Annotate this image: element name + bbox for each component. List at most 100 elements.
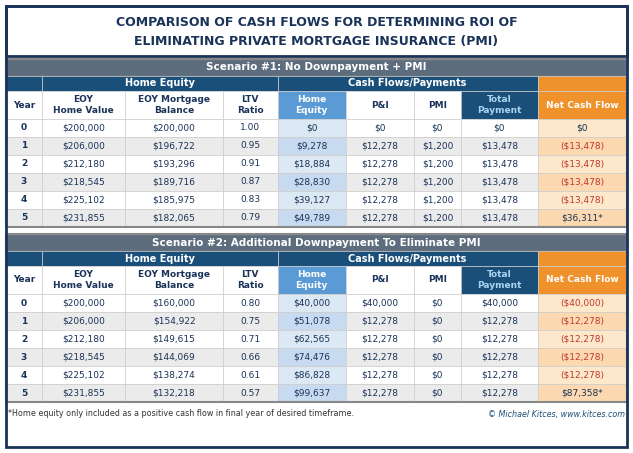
Bar: [278, 348, 346, 366]
Bar: [125, 91, 223, 119]
Bar: [6, 234, 627, 402]
Text: P&I: P&I: [371, 101, 389, 110]
Bar: [42, 348, 125, 366]
Text: COMPARISON OF CASH FLOWS FOR DETERMINING ROI OF: COMPARISON OF CASH FLOWS FOR DETERMINING…: [116, 15, 517, 29]
Bar: [278, 251, 537, 266]
Text: $189,716: $189,716: [153, 178, 196, 187]
Bar: [6, 366, 42, 384]
Bar: [278, 191, 346, 209]
Text: 0.83: 0.83: [241, 196, 260, 204]
Bar: [6, 191, 42, 209]
Bar: [413, 366, 461, 384]
Bar: [461, 173, 537, 191]
Bar: [461, 348, 537, 366]
Bar: [223, 191, 278, 209]
Text: $12,278: $12,278: [361, 178, 398, 187]
Bar: [6, 209, 42, 227]
Bar: [6, 76, 42, 91]
Text: LTV
Ratio: LTV Ratio: [237, 95, 264, 115]
Text: $12,278: $12,278: [361, 196, 398, 204]
Text: 0.95: 0.95: [241, 141, 260, 150]
Text: $218,545: $218,545: [62, 352, 105, 361]
Bar: [6, 251, 42, 266]
Text: $0: $0: [432, 334, 443, 343]
Text: 0.75: 0.75: [241, 317, 260, 326]
Text: $99,637: $99,637: [293, 389, 330, 397]
Bar: [461, 91, 537, 119]
Bar: [346, 91, 413, 119]
Text: 2: 2: [21, 334, 27, 343]
Bar: [413, 191, 461, 209]
Text: $12,278: $12,278: [361, 389, 398, 397]
Bar: [461, 209, 537, 227]
Bar: [6, 6, 627, 56]
Text: 0.66: 0.66: [241, 352, 260, 361]
Text: 4: 4: [21, 196, 27, 204]
Bar: [346, 137, 413, 155]
Text: LTV
Ratio: LTV Ratio: [237, 270, 264, 290]
Bar: [223, 209, 278, 227]
Bar: [413, 119, 461, 137]
Text: 4: 4: [21, 371, 27, 380]
Text: $12,278: $12,278: [481, 389, 518, 397]
Bar: [346, 366, 413, 384]
Text: Home Equity: Home Equity: [125, 78, 195, 88]
Bar: [125, 173, 223, 191]
Text: $200,000: $200,000: [62, 124, 105, 132]
Bar: [537, 76, 627, 91]
Bar: [6, 312, 42, 330]
Text: $40,000: $40,000: [293, 299, 330, 308]
Text: $1,200: $1,200: [422, 178, 453, 187]
Text: Year: Year: [13, 101, 35, 110]
Text: EOY Mortgage
Balance: EOY Mortgage Balance: [138, 270, 210, 290]
Text: $12,278: $12,278: [361, 352, 398, 361]
Text: $0: $0: [494, 124, 505, 132]
Text: $86,828: $86,828: [293, 371, 330, 380]
Bar: [537, 266, 627, 294]
Bar: [537, 294, 627, 312]
Bar: [42, 173, 125, 191]
Text: $206,000: $206,000: [62, 141, 105, 150]
Text: $1,200: $1,200: [422, 213, 453, 222]
Bar: [461, 137, 537, 155]
Text: 1: 1: [21, 141, 27, 150]
Text: 3: 3: [21, 178, 27, 187]
Bar: [6, 384, 42, 402]
Text: $49,789: $49,789: [293, 213, 330, 222]
Text: ($40,000): ($40,000): [560, 299, 605, 308]
Bar: [42, 91, 125, 119]
Bar: [125, 155, 223, 173]
Bar: [223, 266, 278, 294]
Bar: [6, 137, 42, 155]
Text: 2: 2: [21, 159, 27, 169]
Text: $0: $0: [306, 124, 318, 132]
Text: 5: 5: [21, 389, 27, 397]
Text: $12,278: $12,278: [361, 141, 398, 150]
Bar: [461, 155, 537, 173]
Text: $206,000: $206,000: [62, 317, 105, 326]
Text: Home
Equity: Home Equity: [296, 270, 328, 290]
Text: ($12,278): ($12,278): [560, 317, 605, 326]
Bar: [278, 119, 346, 137]
Bar: [537, 191, 627, 209]
Bar: [346, 294, 413, 312]
Text: $0: $0: [432, 317, 443, 326]
Bar: [223, 155, 278, 173]
Text: 0.79: 0.79: [241, 213, 260, 222]
Text: $9,278: $9,278: [296, 141, 327, 150]
Text: 0.61: 0.61: [241, 371, 260, 380]
Bar: [461, 294, 537, 312]
Text: ($12,278): ($12,278): [560, 352, 605, 361]
Bar: [125, 384, 223, 402]
Bar: [413, 137, 461, 155]
Text: $218,545: $218,545: [62, 178, 105, 187]
Bar: [346, 119, 413, 137]
Bar: [413, 155, 461, 173]
Text: $1,200: $1,200: [422, 159, 453, 169]
Text: $138,274: $138,274: [153, 371, 196, 380]
Text: Scenario #2: Additional Downpayment To Eliminate PMI: Scenario #2: Additional Downpayment To E…: [152, 237, 481, 247]
Text: $13,478: $13,478: [481, 159, 518, 169]
Text: PMI: PMI: [428, 275, 447, 284]
Text: PMI: PMI: [428, 101, 447, 110]
Bar: [537, 155, 627, 173]
